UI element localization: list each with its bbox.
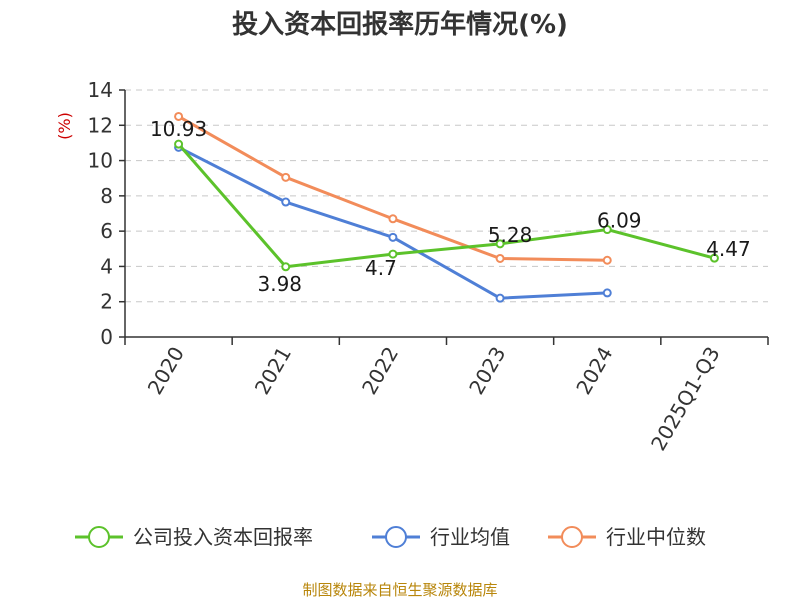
data-point bbox=[602, 225, 612, 235]
y-tick-label: 0 bbox=[100, 325, 113, 349]
data-point bbox=[281, 262, 291, 272]
x-tick-label: 2020 bbox=[143, 343, 189, 399]
x-tick-label: 2022 bbox=[357, 343, 403, 399]
x-tick-label: 2021 bbox=[250, 343, 296, 399]
data-point bbox=[495, 293, 505, 303]
legend: 公司投入资本回报率 行业均值 行业中位数 bbox=[75, 525, 706, 549]
y-tick-label: 6 bbox=[100, 219, 113, 243]
series-line bbox=[177, 143, 715, 269]
legend-label: 公司投入资本回报率 bbox=[133, 525, 313, 549]
axes bbox=[119, 89, 769, 345]
legend-marker bbox=[561, 526, 583, 548]
legend-item: 行业中位数 bbox=[548, 525, 706, 549]
y-tick-label: 10 bbox=[88, 149, 113, 173]
y-tick-labels: 0 2 4 6 8 10 12 14 bbox=[88, 78, 113, 349]
data-point bbox=[388, 249, 398, 259]
data-point bbox=[281, 197, 291, 207]
data-point bbox=[495, 253, 505, 263]
y-tick-label: 14 bbox=[88, 78, 113, 102]
legend-item: 公司投入资本回报率 bbox=[75, 525, 313, 549]
data-point bbox=[174, 111, 184, 121]
legend-label: 行业均值 bbox=[430, 525, 510, 549]
legend-label: 行业中位数 bbox=[606, 525, 706, 549]
y-axis-unit: (%) bbox=[55, 112, 74, 140]
x-tick-labels: 2020 2021 2022 2023 2024 2025Q1-Q3 bbox=[143, 343, 725, 455]
data-point bbox=[602, 288, 612, 298]
legend-marker bbox=[88, 526, 110, 548]
gridlines bbox=[125, 89, 768, 303]
data-label: 3.98 bbox=[257, 272, 302, 296]
legend-marker bbox=[385, 526, 407, 548]
data-point bbox=[602, 255, 612, 265]
data-point bbox=[281, 172, 291, 182]
data-point bbox=[495, 239, 505, 249]
x-tick-label: 2024 bbox=[571, 343, 617, 399]
y-tick-label: 4 bbox=[100, 254, 113, 278]
x-tick-label: 2023 bbox=[464, 343, 510, 399]
data-label: 4.7 bbox=[365, 256, 397, 280]
data-label: 5.28 bbox=[488, 223, 533, 247]
data-label: 4.47 bbox=[706, 237, 751, 261]
data-label: 6.09 bbox=[597, 209, 642, 233]
y-tick-label: 12 bbox=[88, 113, 113, 137]
series-lines bbox=[174, 111, 719, 303]
y-tick-label: 2 bbox=[100, 290, 113, 314]
source-text: 制图数据来自恒生聚源数据库 bbox=[302, 581, 497, 599]
chart-title: 投入资本回报率历年情况(%) bbox=[232, 9, 568, 40]
data-point bbox=[388, 232, 398, 242]
data-point bbox=[709, 253, 719, 263]
data-point bbox=[388, 214, 398, 224]
data-label: 10.93 bbox=[150, 117, 207, 141]
y-tick-label: 8 bbox=[100, 184, 113, 208]
data-point bbox=[174, 139, 184, 149]
legend-item: 行业均值 bbox=[372, 525, 510, 549]
x-tick-label: 2025Q1-Q3 bbox=[646, 343, 725, 455]
data-labels: 10.93 3.98 4.7 5.28 6.09 4.47 bbox=[150, 117, 751, 296]
